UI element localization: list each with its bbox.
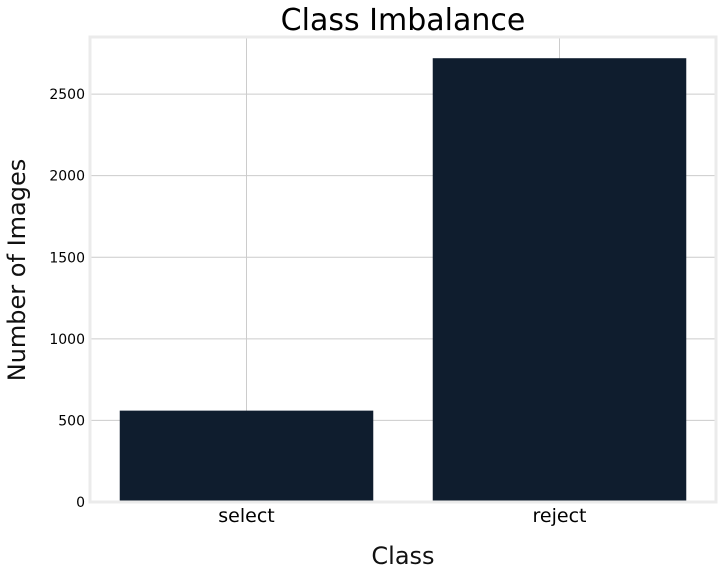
plot-frame bbox=[88, 35, 718, 504]
x-tick-label: reject bbox=[533, 505, 587, 527]
y-axis-label: Number of Images bbox=[3, 159, 31, 381]
x-axis-label: Class bbox=[371, 542, 434, 570]
x-tick-label: select bbox=[218, 505, 274, 527]
y-tick-label: 1000 bbox=[49, 332, 85, 348]
bar-reject bbox=[432, 58, 687, 503]
bar-layer bbox=[119, 58, 687, 503]
y-tick-label: 1500 bbox=[49, 250, 85, 266]
y-tick-label: 500 bbox=[58, 413, 85, 429]
x-tick-layer: select reject bbox=[218, 505, 586, 527]
y-tick-label: 2500 bbox=[49, 87, 85, 103]
y-tick-label: 2000 bbox=[49, 169, 85, 185]
bar-select bbox=[119, 410, 374, 502]
chart-title: Class Imbalance bbox=[281, 3, 526, 38]
y-tick-label: 0 bbox=[76, 495, 85, 511]
y-tick-layer: 0 500 1000 1500 2000 2500 bbox=[49, 87, 85, 511]
